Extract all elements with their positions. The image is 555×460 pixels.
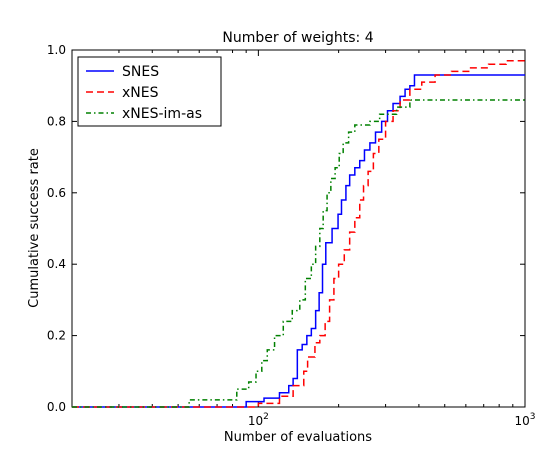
y-tick-label: 0.8 — [47, 114, 66, 128]
series-group — [72, 59, 525, 408]
y-tick-label: 0.2 — [47, 329, 66, 343]
x-tick-label: 102 — [248, 412, 269, 428]
y-tick-label: 1.0 — [47, 43, 66, 57]
legend: SNES xNES xNES-im-as — [77, 56, 222, 127]
legend-label: xNES-im-as — [122, 106, 202, 122]
series-snes — [72, 74, 525, 408]
chart-title: Number of weights: 4 — [222, 30, 373, 46]
y-tick-label: 0.6 — [47, 186, 66, 200]
y-tick-label: 0.4 — [47, 257, 66, 271]
x-tick-label: 103 — [514, 412, 535, 428]
series-xnes — [72, 59, 525, 408]
legend-label: SNES — [122, 64, 159, 80]
axis-ticks: 0.0 0.2 0.4 0.6 0.8 1.0 102 103 — [47, 43, 536, 428]
y-tick-label: 0.0 — [47, 400, 66, 414]
legend-label: xNES — [122, 85, 159, 101]
x-axis-label: Number of evaluations — [224, 430, 372, 445]
series-xnes-im-as — [72, 99, 525, 408]
y-axis-label: Cumulative success rate — [27, 148, 42, 308]
